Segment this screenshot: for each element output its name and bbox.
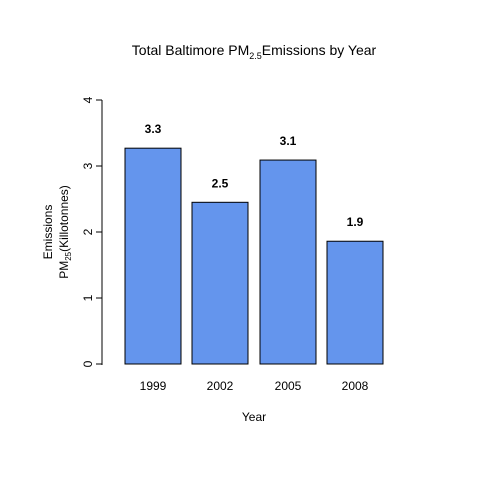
bar-1999 — [124, 147, 182, 365]
y-tick-label: 2 — [81, 228, 95, 235]
y-tick-label: 3 — [81, 162, 95, 169]
y-axis-ticks: 0 1 2 3 4 — [81, 96, 102, 367]
chart-title-subscript: 2.5 — [249, 51, 262, 61]
chart-title-prefix: Total Baltimore PM — [132, 42, 249, 58]
bar-2002 — [191, 201, 249, 365]
y-axis-label-line1: Emissions — [41, 205, 55, 260]
x-tick-label-2008: 2008 — [342, 379, 369, 393]
data-label-1999: 3.3 — [145, 122, 162, 136]
y-axis-label-line2-prefix: PM — [57, 261, 71, 279]
y-axis-label-line2-suffix: (Killotonnes) — [57, 185, 71, 252]
chart-title-suffix: Emissions by Year — [262, 42, 377, 58]
data-label-2005: 3.1 — [280, 134, 297, 148]
y-tick-label: 1 — [81, 294, 95, 301]
data-label-2002: 2.5 — [212, 176, 229, 190]
x-tick-label-2002: 2002 — [207, 379, 234, 393]
x-tick-label-1999: 1999 — [140, 379, 167, 393]
y-axis-label-line2-subscript: 25 — [64, 251, 73, 260]
x-tick-label-2005: 2005 — [275, 379, 302, 393]
chart-title: Total Baltimore PM2.5Emissions by Year — [132, 42, 377, 61]
bar-2005 — [259, 159, 317, 365]
data-label-2008: 1.9 — [347, 215, 364, 229]
plot-area: 3.3 2.5 3.1 1.9 — [124, 122, 384, 365]
bar-2008 — [326, 240, 384, 365]
y-tick-label: 4 — [81, 96, 95, 103]
y-tick-label: 0 — [81, 360, 95, 367]
y-axis-label-line2: PM25(Killotonnes) — [57, 185, 73, 279]
x-axis-label: Year — [242, 410, 266, 424]
x-axis-tick-labels: 1999 2002 2005 2008 — [140, 379, 369, 393]
